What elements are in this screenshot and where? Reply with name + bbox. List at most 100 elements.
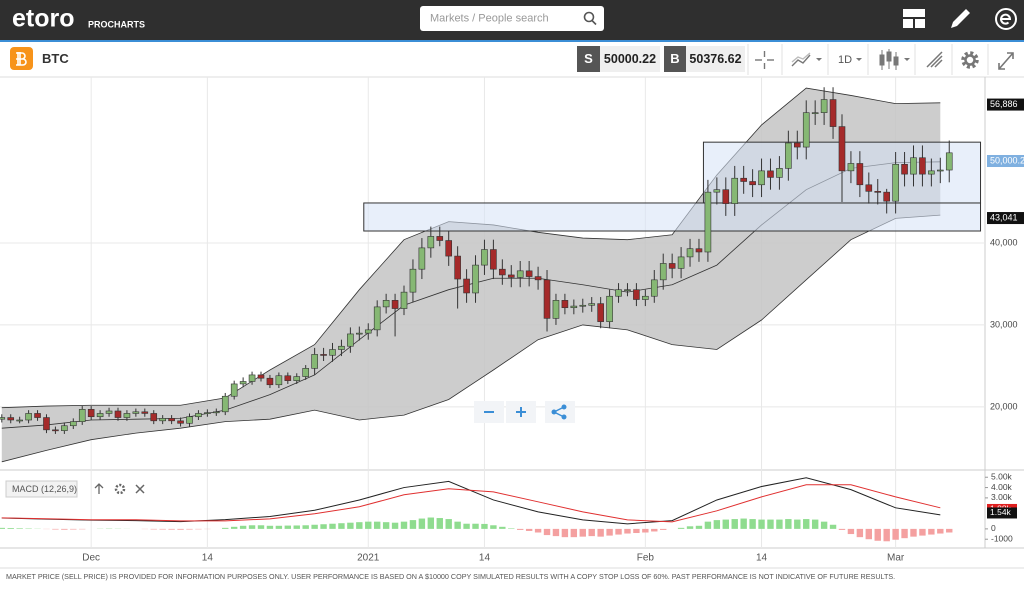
candle-body [52, 429, 59, 432]
interval[interactable]: 1D [838, 54, 852, 66]
sell-label-box[interactable] [577, 46, 600, 72]
candle-body [78, 409, 86, 422]
pencil-icon[interactable] [951, 9, 970, 28]
candle-body [883, 191, 890, 202]
macd-histogram-bar [508, 528, 515, 529]
macd-settings-icon[interactable] [114, 483, 126, 495]
macd-legend-box[interactable] [5, 480, 78, 498]
sell-box[interactable] [600, 46, 660, 72]
macd-tick-label: 5.00k [991, 471, 1013, 481]
x-tick-label: 14 [479, 553, 491, 564]
x-tick-label: 14 [202, 553, 214, 564]
axes: Dec 14 2021 14 Feb 14 Mar 20,000 30,000 40,000 5.0… [82, 98, 1024, 564]
macd-histogram-bar [311, 524, 318, 529]
macd-histogram-bar [686, 526, 694, 529]
share-button[interactable] [545, 401, 575, 423]
macd-histogram-bar [767, 519, 774, 529]
macd-histogram-bar [749, 519, 756, 529]
macd-histogram-bar [695, 525, 703, 529]
candle-body [373, 306, 381, 331]
candle-body [820, 99, 828, 113]
fullscreen-icon[interactable] [998, 52, 1014, 70]
macd-histogram-bar [570, 528, 578, 538]
candle-body [105, 410, 113, 414]
macd-histogram-bar [293, 525, 300, 529]
settings-icon[interactable] [961, 51, 979, 69]
macd-up-icon[interactable] [94, 483, 104, 494]
macd-close-icon[interactable] [135, 484, 145, 494]
macd-histogram-bar [534, 528, 542, 533]
toolbar-separators [747, 44, 989, 75]
zoom-in-button[interactable] [506, 401, 536, 423]
candle-body [43, 417, 50, 431]
candle-body [570, 305, 578, 309]
crosshair-icon[interactable] [755, 51, 774, 69]
candle-body [7, 417, 15, 421]
candle-body [293, 376, 301, 381]
macd-histogram-bar [713, 520, 721, 529]
draw-icon[interactable] [926, 51, 943, 68]
candle-body [561, 300, 569, 309]
candle-body [391, 300, 399, 309]
buy-label-box[interactable] [664, 46, 686, 72]
candle-body [615, 289, 622, 297]
band-lower [1, 214, 941, 463]
buy-box[interactable] [686, 46, 745, 72]
macd-histogram-bar [16, 528, 23, 529]
macd-histogram-bar [865, 528, 873, 540]
candle-body [731, 177, 739, 204]
candle-body [481, 249, 488, 266]
macd-histogram-bar [704, 521, 712, 529]
candle-body [427, 236, 435, 249]
interval-caret [856, 58, 862, 61]
logo[interactable]: etoro [12, 5, 75, 33]
macd-histogram-bar [490, 525, 497, 529]
macd-histogram-bar [338, 523, 345, 529]
search-icon[interactable] [583, 11, 597, 26]
candle-body [0, 417, 6, 420]
candle-body [901, 163, 908, 175]
macd-histogram-bar [633, 528, 640, 534]
layout-icon[interactable] [903, 9, 925, 28]
buy-label: B [670, 51, 679, 66]
candle-body [284, 375, 292, 381]
candle-body [606, 295, 613, 322]
macd-histogram-bar [910, 528, 917, 537]
candle-body [579, 304, 587, 307]
chart-type-icon[interactable] [791, 52, 822, 67]
candle-body [499, 268, 506, 276]
macd-histogram-bar [928, 528, 935, 535]
macd-histogram-bar [177, 528, 184, 530]
zoom-out-button[interactable] [474, 401, 504, 423]
y-tick-label: 30,000 [990, 319, 1018, 329]
y-tick-label: 40,000 [990, 237, 1018, 247]
macd-histogram-bar [391, 522, 399, 529]
search-box[interactable] [420, 6, 604, 31]
sell-price: 50000.22 [604, 52, 656, 66]
indicators-icon[interactable] [879, 49, 910, 70]
sell-label: S [584, 51, 593, 66]
candle-body [248, 374, 256, 382]
candle-body [686, 248, 694, 258]
candle-body [61, 425, 68, 431]
macd-histogram-bar [642, 528, 649, 533]
macd-histogram-bar [409, 520, 417, 529]
macd-histogram-bar [239, 525, 247, 529]
macd-histogram-bar [222, 527, 229, 529]
macd-histogram-bar [740, 518, 747, 529]
macd-histogram-bar [373, 521, 381, 529]
macd-histogram-bar [230, 526, 238, 529]
candle-body [257, 374, 265, 379]
candle-body [668, 263, 676, 269]
macd-tick-label: 4.00k [991, 482, 1013, 492]
candle-body [624, 289, 631, 291]
x-tick-label: 2021 [357, 553, 380, 564]
candle-body [677, 256, 685, 269]
macd-marker [987, 507, 1017, 519]
profile-icon[interactable] [995, 8, 1017, 30]
macd-histogram-bar [481, 523, 488, 529]
macd-histogram-bar [266, 525, 274, 529]
candle-body [418, 247, 426, 270]
